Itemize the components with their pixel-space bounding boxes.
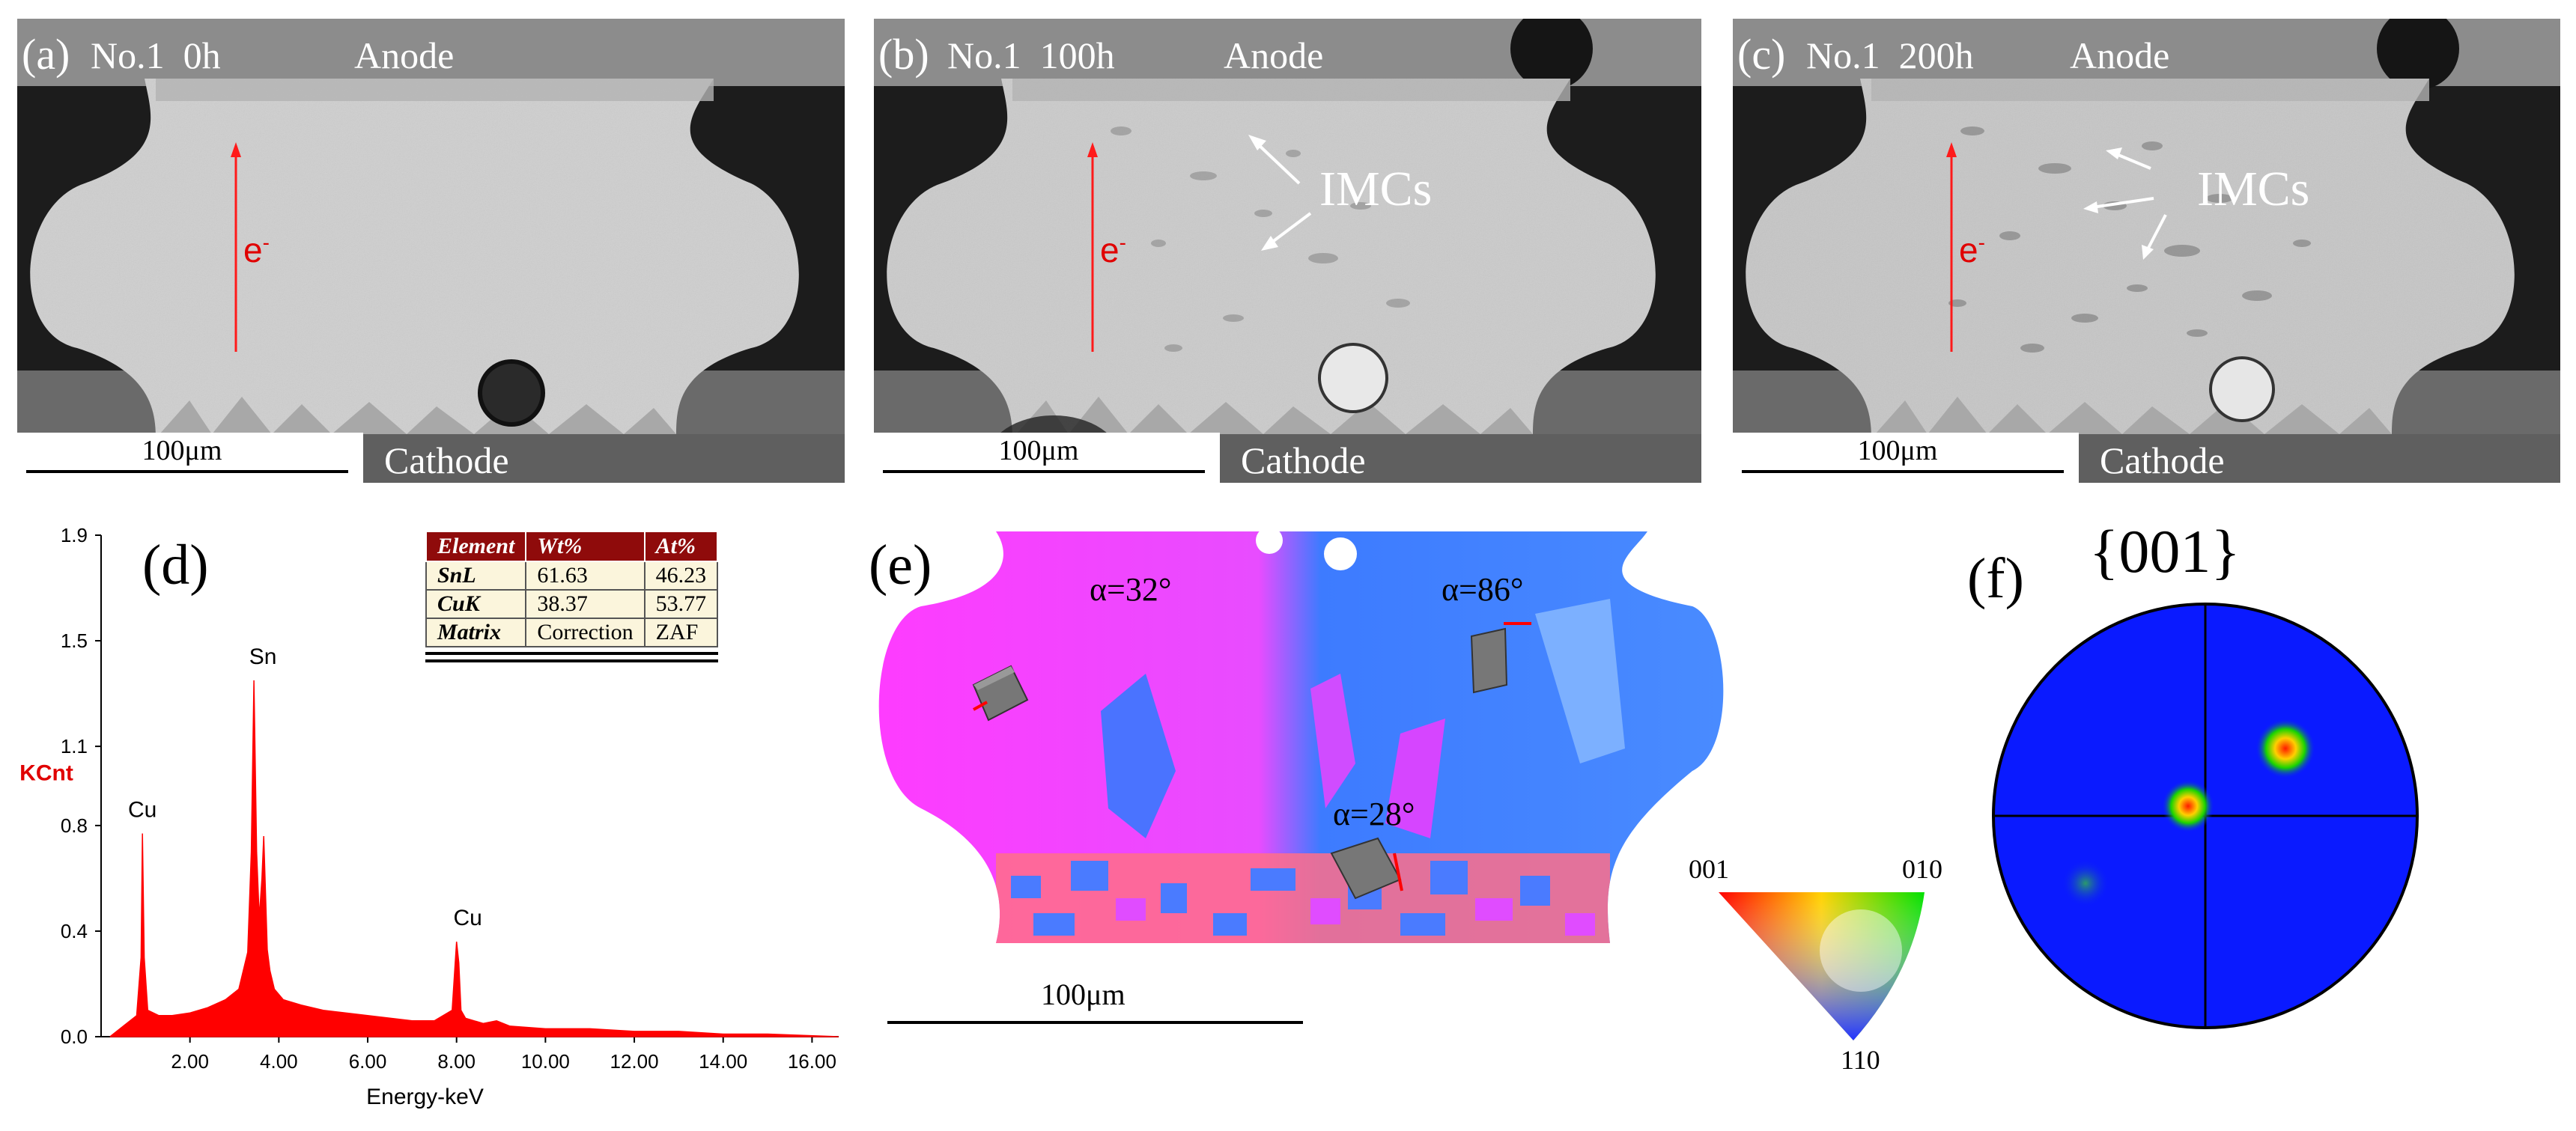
panel-label: (c)	[1737, 30, 1786, 79]
panel-title: No.1 200h	[1806, 34, 1974, 76]
unit-cell-icon	[1470, 627, 1508, 694]
ebsd-orientation-map	[878, 527, 1724, 1024]
solder-joint-image	[874, 19, 1701, 483]
pole-peak	[2255, 719, 2315, 778]
ipf-label-010: 010	[1902, 854, 1942, 884]
table-cell: 38.37	[525, 589, 645, 619]
table-header-cell: Element	[425, 531, 527, 562]
table-cell: CuK	[425, 589, 527, 619]
table-cell: ZAF	[643, 618, 719, 647]
electron-label: e-	[1100, 231, 1126, 269]
table-rule	[425, 652, 718, 655]
anode-label: Anode	[2070, 34, 2170, 76]
table-rule	[425, 659, 718, 662]
table-cell: 53.77	[643, 589, 719, 619]
ipf-color-key	[1719, 892, 1925, 1040]
x-tick-label: 12.00	[610, 1050, 659, 1073]
y-axis-label: KCnt	[19, 760, 73, 785]
imcs-label: IMCs	[1319, 162, 1433, 216]
cathode-label: Cathode	[2079, 434, 2560, 483]
eds-table: Element Wt% At% SnL 61.63 46.23 CuK 38.37 53.77…	[425, 531, 719, 647]
cathode-label: Cathode	[1220, 434, 1701, 483]
table-row: Matrix Correction ZAF	[425, 618, 719, 647]
scale-bar: 100μm	[1733, 433, 2079, 483]
solder-joint-image	[17, 19, 845, 483]
sem-panel-c: (c) No.1 200h Anode IMCs e- 100μm Cathod…	[1733, 19, 2560, 483]
scale-bar: 100μm	[17, 433, 363, 483]
ipf-label-001: 001	[1689, 854, 1729, 884]
electron-label: e-	[243, 231, 270, 269]
eds-spectrum-chart: 0.0 0.4 0.8 1.1 1.5 1.9 2.00 4.00 6.00 8.00 10.00 1…	[19, 524, 839, 1109]
panel-label-d: (d)	[142, 534, 209, 597]
angle-label-3: α=28°	[1333, 796, 1415, 832]
x-tick-label: 2.00	[171, 1050, 209, 1073]
y-tick-label: 1.5	[61, 629, 88, 652]
peak-label: Cu	[453, 906, 482, 930]
panel-title: No.1 0h	[91, 34, 221, 76]
anode-label: Anode	[354, 34, 455, 76]
peak-label: Sn	[249, 644, 277, 669]
table-header-cell: At%	[643, 531, 719, 562]
x-tick-label: 14.00	[699, 1050, 747, 1073]
x-axis-label: Energy-keV	[366, 1085, 484, 1109]
anode-label: Anode	[1224, 34, 1324, 76]
y-tick-label: 0.8	[61, 814, 88, 837]
table-cell: Matrix	[425, 618, 527, 647]
pole-figure-title: {001}	[2089, 517, 2241, 585]
panel-label-e: (e)	[869, 534, 932, 597]
table-header-cell: Wt%	[525, 531, 645, 562]
table-cell: 46.23	[643, 561, 719, 591]
y-tick-label: 0.4	[61, 920, 88, 942]
pole-peak	[2062, 859, 2109, 907]
x-tick-label: 16.00	[788, 1050, 836, 1073]
panel-title: No.1 100h	[947, 34, 1115, 76]
y-tick-label: 1.9	[61, 524, 88, 546]
ebsd-grain-map	[878, 531, 1724, 943]
imcs-label: IMCs	[2197, 162, 2310, 216]
panel-label-f: (f)	[1967, 547, 2024, 610]
cathode-label: Cathode	[363, 434, 845, 483]
peak-label: Cu	[128, 797, 157, 822]
scale-label-e: 100μm	[1041, 978, 1126, 1011]
scale-bar: 100μm	[874, 433, 1220, 483]
solder-joint-image	[1733, 19, 2560, 483]
x-tick-label: 8.00	[437, 1050, 476, 1073]
x-tick-label: 4.00	[260, 1050, 298, 1073]
table-cell: Correction	[525, 618, 645, 647]
ipf-label-110: 110	[1841, 1045, 1880, 1075]
table-row: CuK 38.37 53.77	[425, 589, 719, 619]
sem-panel-a: (a) No.1 0h Anode e- 100μm Cathode	[17, 19, 845, 483]
angle-label-1: α=32°	[1090, 571, 1172, 608]
table-cell: 61.63	[525, 561, 645, 591]
panel-label: (a)	[22, 30, 70, 79]
x-tick-label: 6.00	[349, 1050, 387, 1073]
pole-figure	[1992, 603, 2419, 1029]
x-tick-label: 10.00	[521, 1050, 570, 1073]
pole-peak	[2162, 780, 2214, 832]
table-row: SnL 61.63 46.23	[425, 561, 719, 591]
spectrum-series	[109, 680, 839, 1037]
y-tick-label: 0.0	[61, 1025, 88, 1048]
angle-label-2: α=86°	[1442, 571, 1524, 608]
table-cell: SnL	[425, 561, 527, 591]
y-tick-label: 1.1	[61, 735, 88, 757]
electron-label: e-	[1959, 231, 1985, 269]
panel-label: (b)	[878, 30, 929, 79]
sem-panel-b: (b) No.1 100h Anode IMCs e- 100μm Cathod…	[874, 19, 1701, 483]
